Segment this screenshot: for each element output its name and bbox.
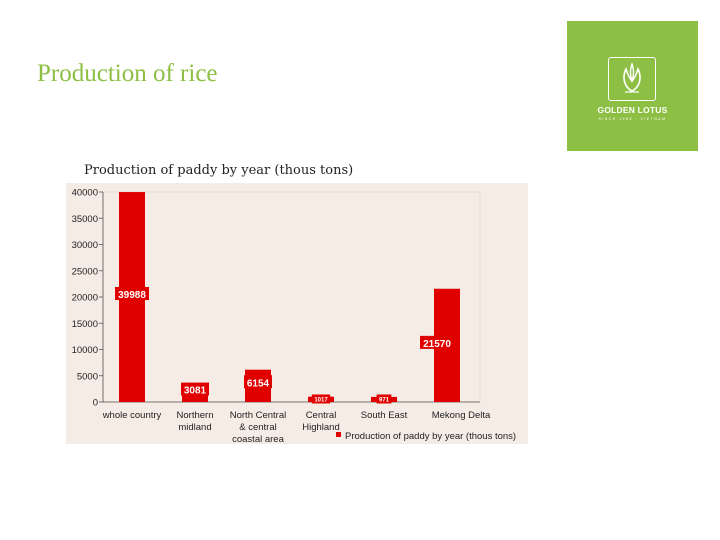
data-label-box <box>311 394 331 404</box>
data-label-box <box>376 394 392 404</box>
data-label: 21570 <box>423 339 451 350</box>
y-tick-label: 25000 <box>72 266 98 277</box>
category-label: whole country <box>102 410 162 421</box>
category-label: Highland <box>302 422 340 433</box>
y-tick-label: 0 <box>93 398 98 409</box>
lotus-icon <box>623 62 641 93</box>
category-label: Central <box>306 410 337 421</box>
slide-title: Production of rice <box>37 60 218 87</box>
y-tick-label: 10000 <box>72 345 98 356</box>
y-tick-label: 40000 <box>72 188 98 199</box>
data-label-box <box>181 382 209 396</box>
y-tick-label: 5000 <box>77 371 98 382</box>
chart-title: Production of paddy by year (thous tons) <box>84 163 354 178</box>
data-label-box <box>115 287 149 300</box>
category-label: Mekong Delta <box>432 410 491 421</box>
data-label: 971 <box>379 397 390 403</box>
category-label: midland <box>178 422 211 433</box>
y-tick-label: 20000 <box>72 293 98 304</box>
data-label: 3081 <box>184 386 207 397</box>
category-label: South East <box>361 410 408 421</box>
data-label: 1017 <box>314 397 328 403</box>
logo-name: GOLDEN LOTUS <box>597 105 668 115</box>
y-tick-label: 30000 <box>72 240 98 251</box>
data-label-box <box>420 335 454 349</box>
category-label: North Central <box>230 410 287 421</box>
category-label: & central <box>239 422 277 433</box>
plot-area <box>102 191 481 403</box>
data-label-box <box>244 375 272 389</box>
logo-tagline: SINCE 1985 · VIETNAM <box>598 117 667 121</box>
category-label: Northern <box>177 410 214 421</box>
company-logo: GOLDEN LOTUS SINCE 1985 · VIETNAM <box>567 21 698 151</box>
y-tick-label: 35000 <box>72 214 98 225</box>
category-label: coastal area <box>232 434 284 445</box>
lotus-emblem <box>608 57 656 101</box>
legend-swatch <box>336 432 341 437</box>
y-tick-label: 15000 <box>72 319 98 330</box>
data-label: 39988 <box>118 290 146 301</box>
data-label: 6154 <box>247 378 270 389</box>
legend-label: Production of paddy by year (thous tons) <box>345 431 516 442</box>
